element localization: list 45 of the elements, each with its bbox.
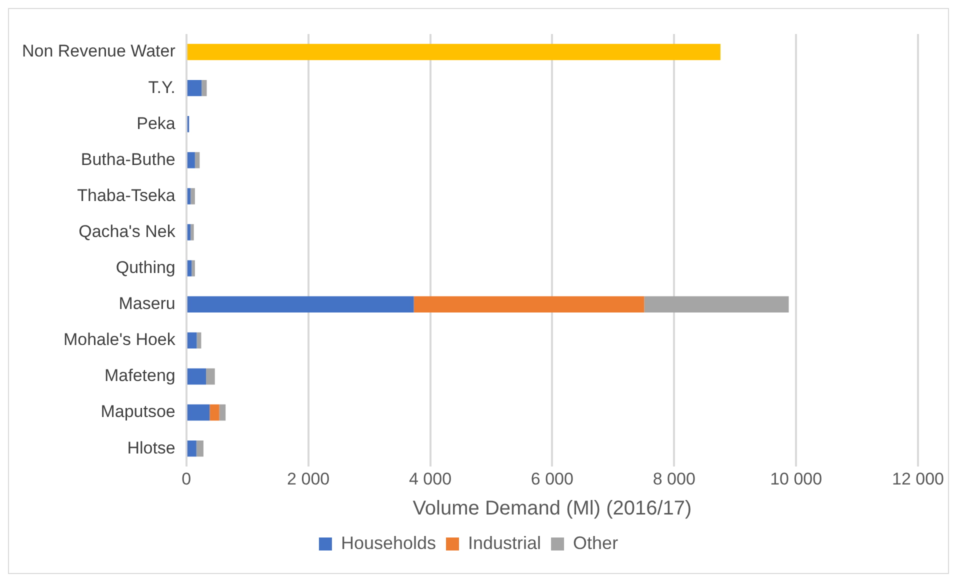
bar [187, 224, 190, 240]
y-tick-label: Quthing [116, 258, 176, 278]
bar [194, 152, 200, 168]
bar [187, 152, 195, 168]
y-tick-label: Butha-Buthe [80, 150, 176, 169]
x-tick-label: 0 [182, 469, 192, 488]
bar [187, 260, 192, 276]
bar [644, 296, 789, 312]
bar [192, 260, 195, 276]
y-tick-label: Hlotse [127, 438, 176, 458]
y-tick-label: Qacha's Nek [78, 222, 176, 241]
x-axis-title: Volume Demand (Ml) (2016/17) [412, 498, 692, 520]
bar [210, 404, 220, 421]
bar [187, 404, 210, 421]
bar [187, 296, 414, 312]
bar [206, 368, 215, 385]
bar [190, 188, 195, 204]
bar [187, 80, 202, 96]
bar [187, 332, 197, 349]
legend-label: Other [573, 532, 618, 553]
y-tick-label: T.Y. [148, 78, 176, 97]
y-tick-label: Maseru [118, 294, 176, 314]
legend-label: Households [340, 532, 436, 553]
x-tick-label: 4 000 [408, 469, 452, 488]
bar [187, 368, 206, 385]
bar [187, 188, 190, 204]
bar [219, 404, 226, 421]
bar [190, 224, 194, 240]
y-tick-label: Mafeteng [104, 366, 176, 386]
legend-label: Industrial [468, 532, 542, 553]
x-tick-label: 8 000 [652, 469, 696, 488]
y-tick-label: Thaba-Tseka [77, 186, 176, 205]
y-tick-label: Peka [136, 114, 176, 133]
x-tick-label: 6 000 [530, 469, 574, 488]
bar [414, 296, 644, 312]
bar [202, 80, 207, 96]
y-tick-label: Non Revenue Water [22, 42, 176, 61]
x-tick-label: 10 000 [770, 469, 822, 488]
y-tick-label: Mohale's Hoek [63, 330, 176, 350]
x-tick-label: 2 000 [287, 469, 330, 488]
bar [187, 44, 720, 60]
bar [196, 440, 204, 457]
x-tick-label: 12 000 [892, 469, 944, 488]
bar [187, 440, 196, 457]
y-tick-label: Maputsoe [100, 402, 176, 422]
